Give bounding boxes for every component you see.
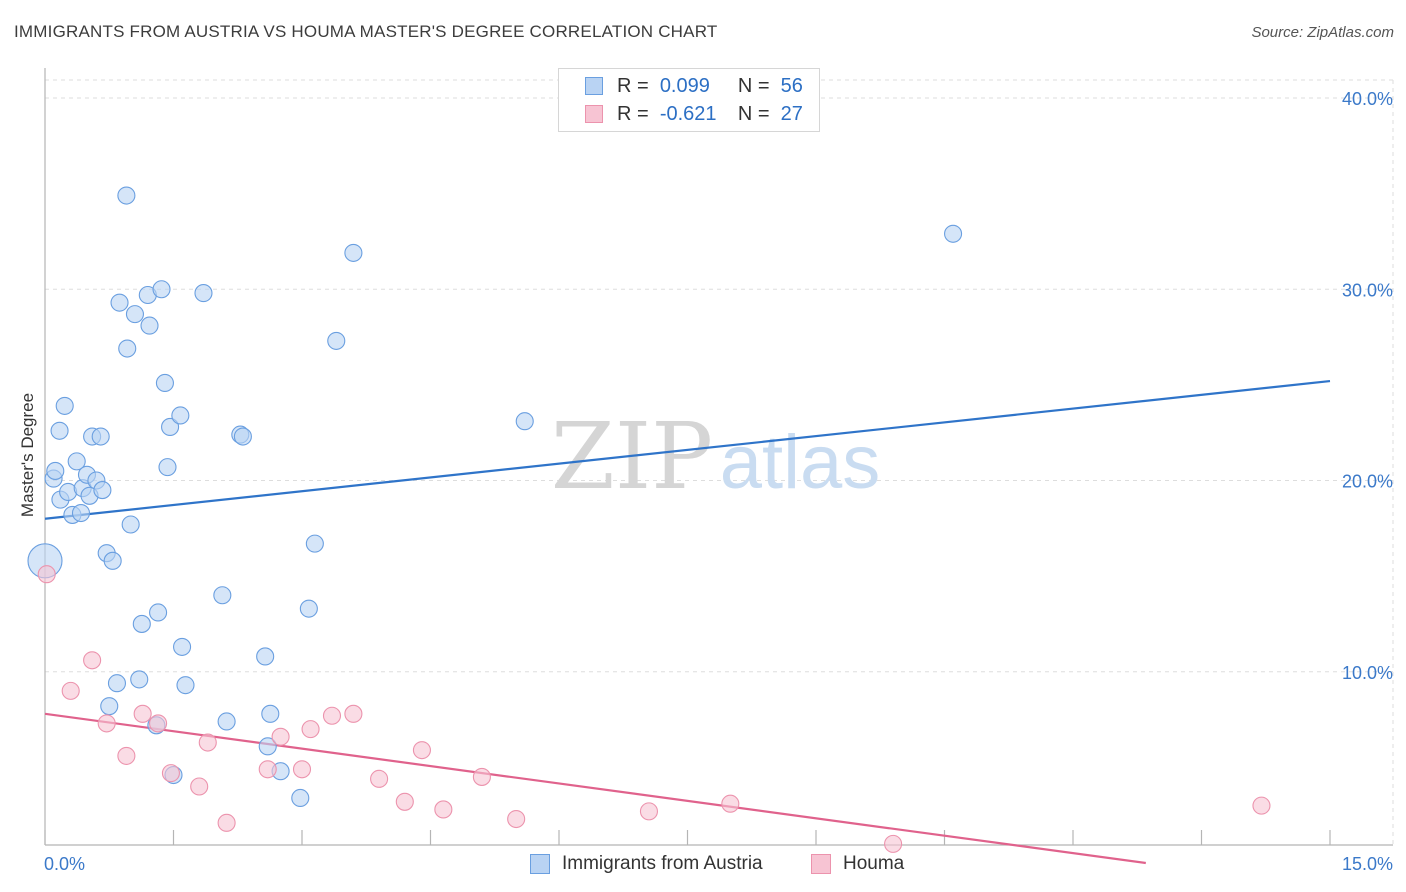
houma-point: [884, 834, 903, 853]
austria-point: [173, 637, 192, 656]
austria-point: [130, 670, 149, 689]
source-label: Source: ZipAtlas.com: [1251, 24, 1394, 41]
houma-point: [258, 760, 277, 779]
austria-point: [118, 339, 137, 358]
houma-point: [721, 794, 740, 813]
houma-legend-label: Houma: [843, 853, 905, 874]
houma-point: [133, 704, 152, 723]
houma-point: [149, 714, 168, 733]
houma-point: [217, 813, 236, 832]
y-tick-label: 20.0%: [1342, 472, 1393, 492]
austria-point: [46, 461, 65, 480]
austria-point: [117, 186, 136, 205]
austria-point: [50, 421, 69, 440]
austria-point: [176, 676, 195, 695]
houma-point: [37, 565, 56, 584]
y-tick-label: 40.0%: [1342, 89, 1393, 109]
austria-point: [291, 788, 310, 808]
houma-point: [190, 777, 209, 796]
austria-legend-swatch: [530, 854, 550, 874]
austria-r-label: R =: [617, 74, 649, 97]
austria-point: [67, 452, 86, 471]
legend-row-austria: R = 0.099 N = 56: [585, 73, 803, 99]
houma-point: [301, 720, 320, 739]
houma-point: [370, 769, 389, 788]
austria-point: [258, 737, 277, 756]
austria-point: [217, 712, 236, 731]
houma-point: [412, 741, 431, 760]
houma-point: [61, 681, 80, 700]
watermark-atlas: atlas: [720, 420, 881, 505]
austria-point: [140, 316, 159, 335]
austria-point: [158, 458, 177, 477]
austria-point: [155, 373, 174, 393]
houma-trend-line: [44, 712, 1146, 865]
houma-point: [472, 767, 491, 786]
houma-n-label: N =: [737, 102, 770, 125]
houma-legend-swatch: [811, 854, 831, 874]
austria-n-label: N =: [737, 74, 770, 97]
austria-point: [132, 614, 151, 633]
stats-legend: R = 0.099 N = 56 R = -0.621 N = 27: [558, 68, 820, 132]
houma-point: [161, 764, 180, 783]
y-tick-label: 10.0%: [1342, 663, 1393, 683]
austria-point: [125, 305, 144, 324]
houma-point: [97, 714, 116, 733]
austria-n-value: 56: [780, 74, 803, 97]
austria-point: [233, 427, 252, 446]
austria-point: [121, 515, 140, 534]
austria-point: [305, 534, 324, 553]
y-tick-label: 30.0%: [1342, 280, 1393, 300]
houma-point: [271, 727, 290, 746]
houma-point: [83, 651, 102, 670]
austria-point: [299, 599, 318, 618]
austria-point: [149, 603, 168, 622]
houma-r-value: -0.621: [659, 102, 717, 125]
austria-point: [327, 331, 346, 350]
houma-point: [292, 760, 312, 779]
legend-row-houma: R = -0.621 N = 27: [585, 101, 803, 127]
austria-legend-label: Immigrants from Austria: [562, 853, 763, 874]
houma-n-value: 27: [780, 102, 803, 125]
houma-point: [117, 746, 136, 765]
houma-point: [395, 792, 414, 811]
austria-point: [256, 647, 275, 666]
legend-item-austria[interactable]: Immigrants from Austria: [530, 850, 763, 878]
houma-point: [344, 704, 363, 723]
y-axis-label: Master's Degree: [18, 392, 37, 518]
x-tick-label-min: 0.0%: [44, 854, 85, 874]
x-tick-label-max: 15.0%: [1342, 854, 1393, 874]
austria-point: [344, 243, 363, 262]
austria-point: [103, 551, 122, 570]
austria-point: [161, 417, 180, 437]
houma-point: [434, 800, 453, 819]
austria-point: [171, 406, 190, 425]
austria-point: [261, 704, 280, 723]
austria-point: [152, 280, 171, 299]
austria-point: [91, 427, 110, 446]
houma-swatch: [585, 105, 603, 123]
houma-point: [507, 809, 526, 829]
austria-point: [213, 586, 232, 605]
houma-point: [198, 733, 217, 752]
austria-point: [93, 481, 112, 500]
chart-title: IMMIGRANTS FROM AUSTRIA VS HOUMA MASTER'…: [14, 22, 718, 41]
legend-item-houma[interactable]: Houma: [811, 850, 904, 878]
austria-trend-line: [44, 379, 1331, 520]
austria-point: [55, 396, 74, 415]
austria-swatch: [585, 77, 603, 95]
austria-point: [194, 284, 213, 303]
austria-point: [71, 503, 91, 523]
austria-point: [110, 293, 129, 312]
austria-point: [944, 224, 963, 243]
houma-point: [322, 706, 342, 725]
houma-r-label: R =: [617, 102, 649, 125]
houma-point: [1252, 796, 1271, 815]
austria-point: [515, 412, 534, 431]
austria-point: [107, 674, 127, 693]
austria-point: [100, 697, 119, 716]
austria-r-value: 0.099: [659, 74, 710, 97]
houma-point: [639, 802, 659, 821]
